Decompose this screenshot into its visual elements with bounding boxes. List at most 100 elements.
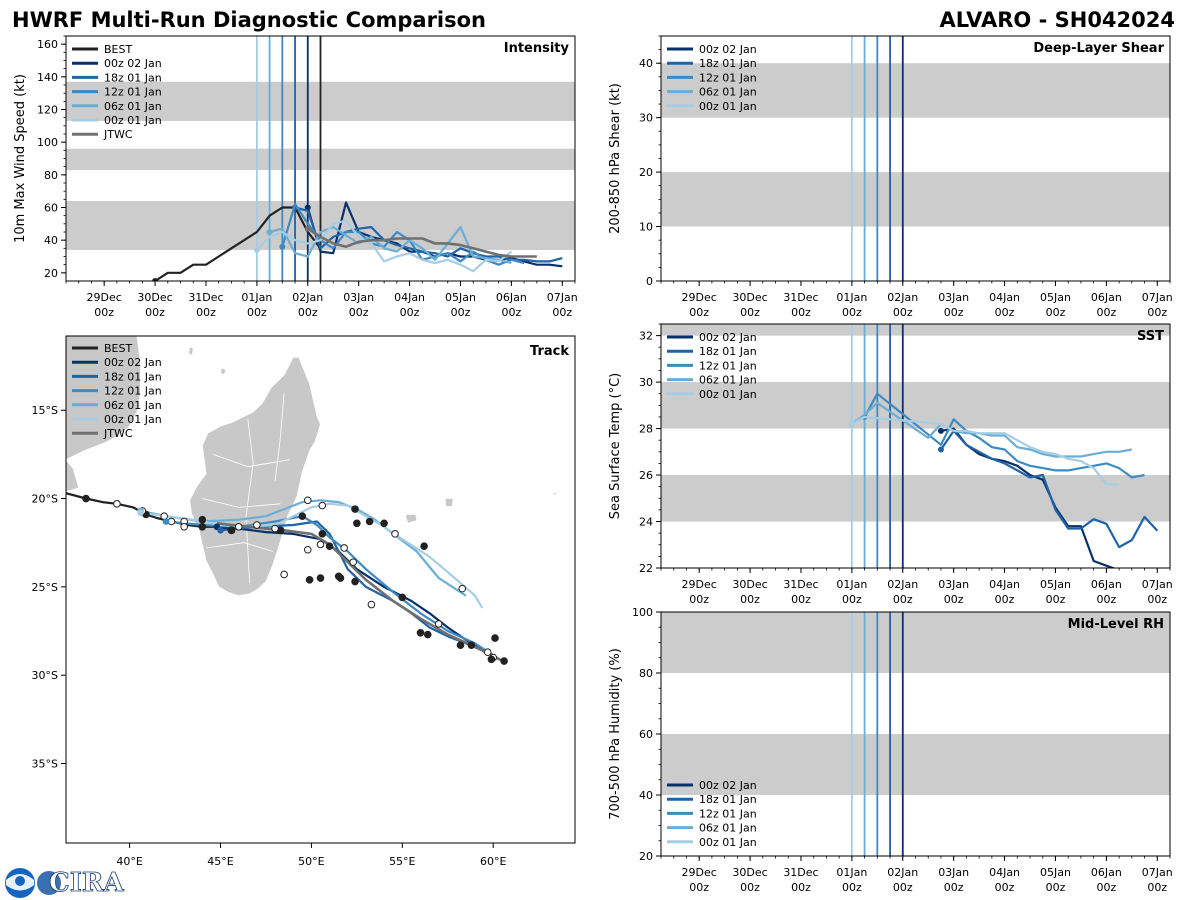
sst-xtick-label: 31Dec [783, 578, 818, 591]
intensity-panel: 20 40 60 80 100 120 140 160 29Dec 00z 30Dec 00z 31De… [13, 35, 578, 319]
intensity-xtick-label-hour: 00z [298, 306, 318, 319]
sst-xtick-label-hour: 00z [1147, 593, 1167, 606]
track-legend-label: 06z 01 Jan [104, 399, 162, 412]
track-marker [423, 630, 432, 639]
rh-xtick-label: 31Dec [783, 866, 818, 879]
track-legend-label: 12z 01 Jan [104, 385, 162, 398]
shear-xtick-label: 01Jan [836, 291, 867, 304]
figure-title: HWRF Multi-Run Diagnostic Comparison [12, 8, 486, 32]
track-marker [305, 575, 314, 584]
sst-xtick-label: 30Dec [732, 578, 767, 591]
rh-xtick-label: 30Dec [732, 866, 767, 879]
shear-xtick-label-hour: 00z [995, 306, 1015, 319]
madagascar-border [202, 498, 281, 508]
shear-xtick-label: 07Jan [1142, 291, 1173, 304]
intensity-xtick-label: 29Dec [87, 291, 122, 304]
sst-panel: 22 24 26 28 30 32 29Dec 00z 30Dec 00z 31Dec 00z 01Ja… [608, 323, 1173, 606]
track-legend-label: JTWC [103, 427, 133, 440]
rh-xtick-label-hour: 00z [740, 881, 760, 894]
land-mozambique-south [66, 459, 80, 492]
track-marker [198, 515, 207, 524]
sst-xtick-label-hour: 00z [791, 593, 811, 606]
sst-series-start-point [937, 446, 944, 453]
track-marker [303, 496, 312, 505]
land-comoros [188, 345, 194, 356]
rh-title: Mid-Level RH [1068, 617, 1164, 632]
track-frame [65, 335, 576, 844]
intensity-xtick-label: 06Jan [496, 291, 527, 304]
sst-xtick-label: 03Jan [938, 578, 969, 591]
intensity-legend-label: BEST [104, 43, 132, 56]
shear-xtick-label-hour: 00z [893, 306, 913, 319]
shear-xtick-label-hour: 00z [1096, 306, 1116, 319]
shear-legend-label: 00z 01 Jan [699, 100, 757, 113]
sst-legend-label: 00z 01 Jan [699, 388, 757, 401]
sst-ylabel: Sea Surface Temp (°C) [608, 373, 623, 520]
track-plot-area [66, 336, 575, 843]
sst-xtick-label: 05Jan [1040, 578, 1071, 591]
track-line [220, 520, 483, 652]
rh-xtick-label-hour: 00z [842, 881, 862, 894]
intensity-ylabel: 10m Max Wind Speed (kt) [13, 74, 28, 243]
intensity-xtick-label-hour: 00z [501, 306, 521, 319]
land-mayotte [220, 367, 227, 376]
intensity-ytick-label: 80 [44, 169, 58, 182]
track-marker [353, 519, 361, 528]
track-marker [227, 526, 236, 535]
intensity-xtick-label-hour: 00z [451, 306, 471, 319]
intensity-legend-label: 06z 01 Jan [104, 100, 162, 113]
sst-xtick-label: 01Jan [836, 578, 867, 591]
sst-legend-label: 06z 01 Jan [699, 374, 757, 387]
shear-xtick-label: 05Jan [1040, 291, 1071, 304]
intensity-xtick-label-hour: 00z [247, 306, 267, 319]
track-marker [487, 655, 496, 664]
intensity-xtick-label: 31Dec [188, 291, 223, 304]
land-rodrigues [552, 491, 558, 496]
rh-xtick-label: 07Jan [1142, 866, 1173, 879]
sst-ytick-label: 32 [639, 330, 653, 343]
intensity-legend-label: 00z 01 Jan [104, 114, 162, 127]
madagascar-border [245, 418, 254, 584]
rh-legend-label: 00z 02 Jan [699, 779, 757, 792]
intensity-series-line [269, 226, 512, 265]
track-marker [434, 620, 443, 628]
shear-panel: 0 10 20 30 40 29Dec 00z 30Dec 00z 31Dec 00z 01Jan 00… [608, 35, 1173, 319]
shear-plot-area [661, 36, 1170, 281]
sst-xtick-label: 04Jan [989, 578, 1020, 591]
shear-xtick-label-hour: 00z [791, 306, 811, 319]
rh-xtick-label-hour: 00z [944, 881, 964, 894]
intensity-series-start-point [266, 229, 273, 235]
intensity-series-line [256, 219, 513, 273]
rh-xtick-label: 04Jan [989, 866, 1020, 879]
intensity-series-start-point [253, 246, 260, 253]
rh-xtick-label-hour: 00z [893, 881, 913, 894]
track-ytick-label: 25°S [32, 581, 58, 594]
track-marker [500, 657, 508, 665]
rh-legend-label: 00z 01 Jan [699, 836, 757, 849]
intensity-series-line [294, 206, 563, 263]
shear-band [661, 63, 1170, 118]
rh-xtick-label: 05Jan [1040, 866, 1071, 879]
intensity-ytick-label: 40 [44, 234, 58, 247]
intensity-ytick-label: 60 [44, 202, 58, 215]
track-marker [349, 558, 358, 566]
track-title: Track [530, 344, 569, 359]
track-marker [82, 494, 90, 503]
sst-plot-area [661, 324, 1170, 568]
track-marker [467, 641, 476, 649]
track-line [140, 499, 467, 597]
rh-xtick-label-hour: 00z [995, 881, 1015, 894]
shear-xtick-label-hour: 00z [1046, 306, 1066, 319]
track-xtick-label: 45°E [207, 855, 233, 868]
intensity-legend-label: 18z 01 Jan [104, 71, 162, 84]
madagascar-border [205, 542, 274, 552]
sst-xtick-label: 07Jan [1142, 578, 1173, 591]
shear-xtick-label: 29Dec [682, 291, 717, 304]
intensity-series-start-point [152, 278, 159, 281]
shear-ytick-label: 0 [646, 275, 653, 288]
rh-ytick-label: 40 [639, 789, 653, 802]
sst-legend-label: 00z 02 Jan [699, 331, 757, 344]
sst-ytick-label: 28 [639, 423, 653, 436]
sst-series-start-point [848, 420, 855, 427]
